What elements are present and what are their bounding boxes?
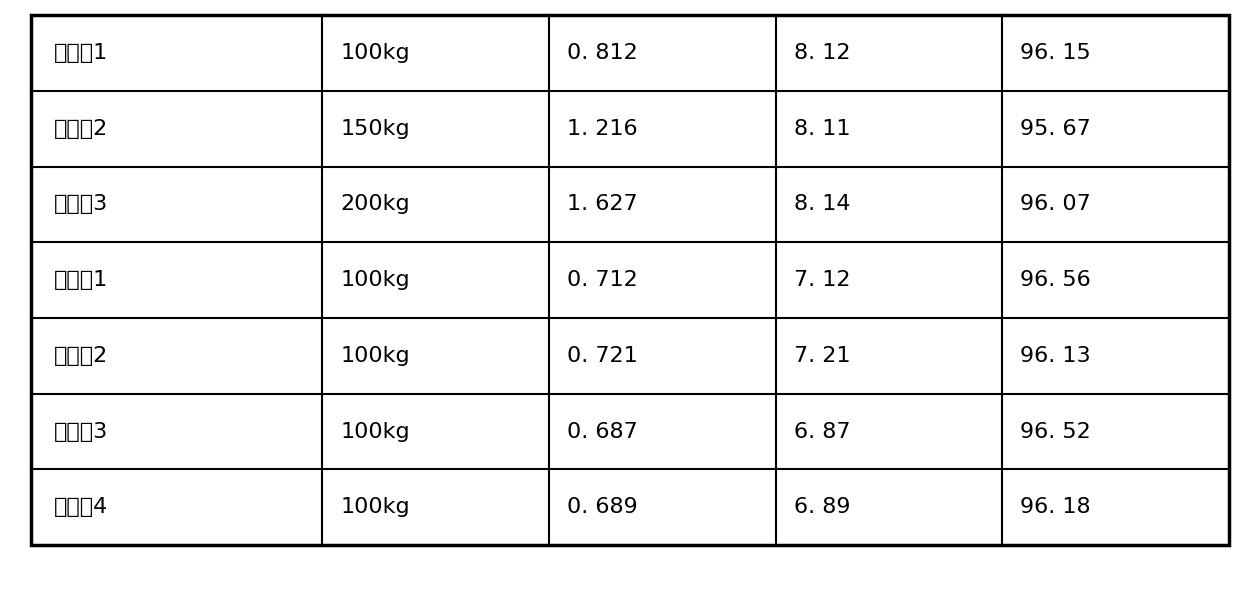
Text: 96. 56: 96. 56 xyxy=(1021,270,1092,290)
Text: 96. 18: 96. 18 xyxy=(1021,497,1092,517)
Text: 0. 689: 0. 689 xyxy=(567,497,638,517)
Text: 6. 89: 6. 89 xyxy=(794,497,850,517)
Text: 95. 67: 95. 67 xyxy=(1021,119,1092,139)
Text: 1. 216: 1. 216 xyxy=(567,119,638,139)
Text: 对比例3: 对比例3 xyxy=(55,421,109,441)
Text: 0. 812: 0. 812 xyxy=(567,43,638,63)
Text: 96. 15: 96. 15 xyxy=(1021,43,1092,63)
Text: 96. 13: 96. 13 xyxy=(1021,346,1092,366)
Text: 100kg: 100kg xyxy=(341,43,410,63)
Bar xyxy=(31,15,1229,545)
Text: 0. 721: 0. 721 xyxy=(567,346,638,366)
Text: 实施例3: 实施例3 xyxy=(55,195,109,215)
Text: 150kg: 150kg xyxy=(341,119,410,139)
Text: 100kg: 100kg xyxy=(341,270,410,290)
Text: 100kg: 100kg xyxy=(341,421,410,441)
Text: 8. 11: 8. 11 xyxy=(794,119,850,139)
Text: 实施例1: 实施例1 xyxy=(55,43,109,63)
Text: 对比例4: 对比例4 xyxy=(55,497,109,517)
Text: 100kg: 100kg xyxy=(341,497,410,517)
Text: 对比例1: 对比例1 xyxy=(55,270,109,290)
Text: 6. 87: 6. 87 xyxy=(794,421,850,441)
Text: 96. 52: 96. 52 xyxy=(1021,421,1092,441)
Text: 1. 627: 1. 627 xyxy=(567,195,638,215)
Text: 0. 687: 0. 687 xyxy=(567,421,638,441)
Text: 实施例2: 实施例2 xyxy=(55,119,109,139)
Text: 96. 07: 96. 07 xyxy=(1021,195,1092,215)
Text: 对比例2: 对比例2 xyxy=(55,346,109,366)
Text: 0. 712: 0. 712 xyxy=(567,270,638,290)
Text: 8. 12: 8. 12 xyxy=(794,43,850,63)
Text: 7. 12: 7. 12 xyxy=(794,270,850,290)
Text: 8. 14: 8. 14 xyxy=(794,195,850,215)
Text: 7. 21: 7. 21 xyxy=(794,346,850,366)
Text: 200kg: 200kg xyxy=(341,195,410,215)
Text: 100kg: 100kg xyxy=(341,346,410,366)
